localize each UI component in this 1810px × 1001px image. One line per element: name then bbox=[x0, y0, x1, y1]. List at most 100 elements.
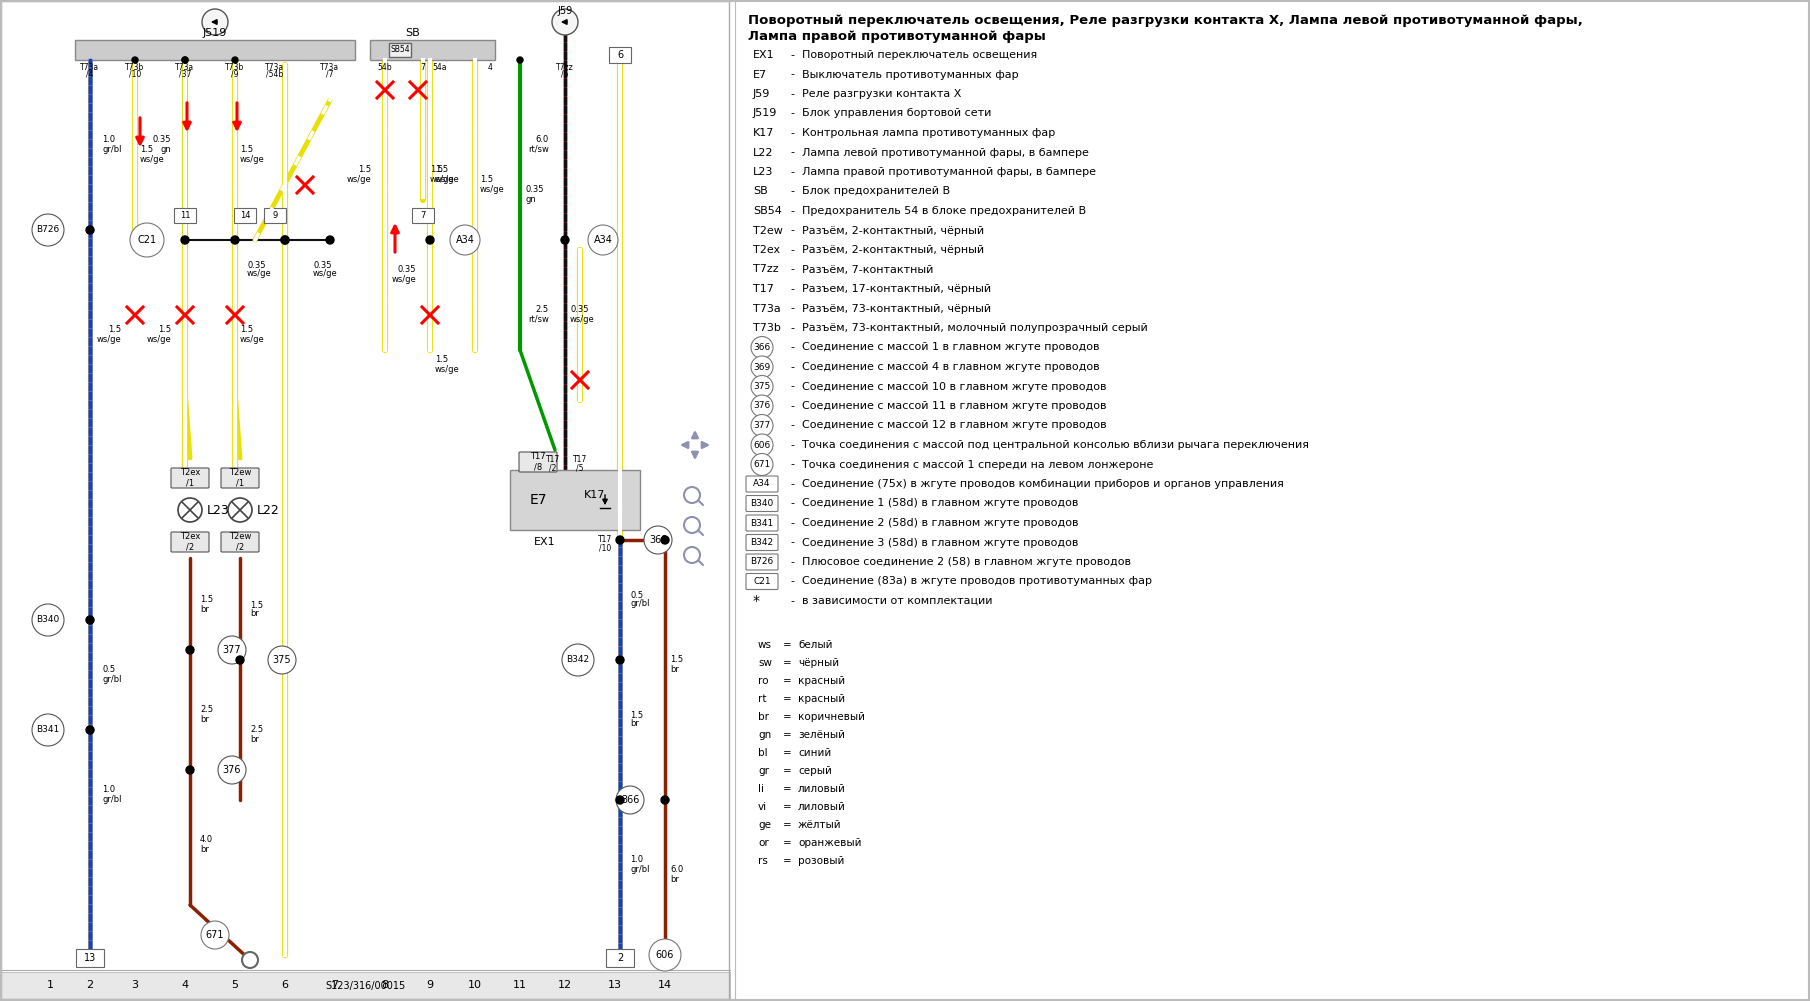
Text: T73a: T73a bbox=[320, 62, 340, 71]
Text: 366: 366 bbox=[753, 343, 771, 352]
Circle shape bbox=[235, 656, 244, 664]
Circle shape bbox=[181, 236, 188, 244]
Text: Поворотный переключатель освещения, Реле разгрузки контакта Х, Лампа левой проти: Поворотный переключатель освещения, Реле… bbox=[748, 14, 1584, 27]
Text: /5: /5 bbox=[561, 69, 568, 78]
Circle shape bbox=[588, 225, 617, 255]
Text: -: - bbox=[789, 303, 795, 313]
Text: Соединение с массой 1 в главном жгуте проводов: Соединение с массой 1 в главном жгуте пр… bbox=[802, 342, 1099, 352]
Text: -: - bbox=[789, 206, 795, 216]
Circle shape bbox=[661, 536, 670, 544]
Text: vi: vi bbox=[758, 803, 767, 813]
Text: 4.0: 4.0 bbox=[199, 836, 214, 845]
Circle shape bbox=[268, 646, 297, 674]
Text: /7: /7 bbox=[326, 69, 333, 78]
Text: gr/bl: gr/bl bbox=[101, 795, 121, 804]
Text: /54b: /54b bbox=[266, 69, 284, 78]
Text: =: = bbox=[784, 731, 791, 741]
Text: 0.5: 0.5 bbox=[630, 591, 643, 600]
Text: 1.5: 1.5 bbox=[431, 165, 443, 174]
Text: Реле разгрузки контакта Х: Реле разгрузки контакта Х bbox=[802, 89, 961, 99]
Text: 377: 377 bbox=[223, 645, 241, 655]
Text: T73a: T73a bbox=[753, 303, 780, 313]
Text: 606: 606 bbox=[655, 950, 673, 960]
Text: Разъём, 73-контактный, чёрный: Разъём, 73-контактный, чёрный bbox=[802, 303, 992, 313]
Text: Соединение 1 (58d) в главном жгуте проводов: Соединение 1 (58d) в главном жгуте прово… bbox=[802, 498, 1079, 509]
Text: =: = bbox=[784, 749, 791, 759]
Text: коричневый: коричневый bbox=[798, 713, 865, 723]
Circle shape bbox=[232, 236, 239, 244]
Text: Точка соединения с массой под центральной консолью вблизи рычага переключения: Точка соединения с массой под центрально… bbox=[802, 440, 1309, 450]
Circle shape bbox=[684, 547, 700, 563]
Text: gn: gn bbox=[525, 194, 536, 203]
Text: лиловый: лиловый bbox=[798, 803, 845, 813]
Text: 1.5: 1.5 bbox=[139, 145, 154, 154]
Text: rt/sw: rt/sw bbox=[529, 314, 548, 323]
Text: B726: B726 bbox=[751, 558, 773, 567]
Text: 375: 375 bbox=[273, 655, 291, 665]
Text: Соединение с массой 12 в главном жгуте проводов: Соединение с массой 12 в главном жгуте п… bbox=[802, 420, 1106, 430]
Circle shape bbox=[33, 604, 63, 636]
Text: L23: L23 bbox=[206, 504, 230, 517]
Text: J59: J59 bbox=[557, 6, 572, 16]
Text: ws/ge: ws/ge bbox=[346, 174, 371, 183]
Text: br: br bbox=[199, 605, 208, 614]
FancyBboxPatch shape bbox=[221, 468, 259, 488]
Text: 0.35: 0.35 bbox=[246, 260, 266, 269]
Circle shape bbox=[281, 236, 290, 244]
Text: K17: K17 bbox=[753, 128, 775, 138]
Text: T7zz: T7zz bbox=[753, 264, 778, 274]
Text: L22: L22 bbox=[753, 147, 773, 157]
Circle shape bbox=[177, 498, 203, 522]
Circle shape bbox=[183, 57, 188, 63]
Text: ws/ge: ws/ge bbox=[570, 314, 595, 323]
Text: 2: 2 bbox=[87, 980, 94, 990]
Text: br: br bbox=[199, 845, 208, 854]
Text: 671: 671 bbox=[753, 460, 771, 469]
Text: Блок управления бортовой сети: Блок управления бортовой сети bbox=[802, 108, 992, 118]
Text: T2ex
/2: T2ex /2 bbox=[179, 533, 201, 552]
Text: Соединение с массой 4 в главном жгуте проводов: Соединение с массой 4 в главном жгуте пр… bbox=[802, 362, 1100, 372]
Text: 2.5: 2.5 bbox=[199, 706, 214, 715]
Text: br: br bbox=[199, 715, 208, 724]
Text: -: - bbox=[789, 89, 795, 99]
FancyBboxPatch shape bbox=[170, 532, 208, 552]
Text: L23: L23 bbox=[753, 167, 773, 177]
Text: зелёный: зелёный bbox=[798, 731, 845, 741]
Text: -: - bbox=[789, 245, 795, 255]
Text: ws/ge: ws/ge bbox=[434, 364, 460, 373]
Circle shape bbox=[217, 636, 246, 664]
Circle shape bbox=[186, 766, 194, 774]
Text: 6: 6 bbox=[617, 50, 623, 60]
Text: -: - bbox=[789, 225, 795, 235]
Text: ws/ge: ws/ge bbox=[480, 184, 505, 193]
Circle shape bbox=[684, 517, 700, 533]
Text: 10: 10 bbox=[469, 980, 481, 990]
Text: T7zz: T7zz bbox=[556, 62, 574, 71]
Text: 8: 8 bbox=[382, 980, 389, 990]
Text: в зависимости от комплектации: в зависимости от комплектации bbox=[802, 596, 992, 606]
Text: -: - bbox=[789, 186, 795, 196]
Text: J59: J59 bbox=[753, 89, 771, 99]
Circle shape bbox=[751, 336, 773, 358]
Text: T2ew: T2ew bbox=[753, 225, 784, 235]
Text: gr/bl: gr/bl bbox=[630, 865, 650, 874]
Text: br: br bbox=[630, 720, 639, 729]
Text: Лампа правой противотуманной фары: Лампа правой противотуманной фары bbox=[748, 30, 1046, 43]
Text: B726: B726 bbox=[36, 225, 60, 234]
Text: gr/bl: gr/bl bbox=[101, 144, 121, 153]
Text: 1.5: 1.5 bbox=[241, 325, 253, 334]
Text: -: - bbox=[789, 323, 795, 333]
Text: B341: B341 bbox=[36, 726, 60, 735]
Text: rt: rt bbox=[758, 695, 766, 705]
Text: красный: красный bbox=[798, 677, 845, 687]
Text: B342: B342 bbox=[751, 538, 773, 547]
Text: T17: T17 bbox=[753, 284, 775, 294]
Text: -: - bbox=[789, 128, 795, 138]
Circle shape bbox=[87, 726, 94, 734]
Text: Разъем, 17-контактный, чёрный: Разъем, 17-контактный, чёрный bbox=[802, 284, 992, 294]
FancyBboxPatch shape bbox=[746, 554, 778, 570]
Text: br: br bbox=[758, 713, 769, 723]
Text: sw: sw bbox=[758, 659, 773, 669]
Circle shape bbox=[87, 226, 94, 234]
Text: gr/bl: gr/bl bbox=[101, 675, 121, 684]
